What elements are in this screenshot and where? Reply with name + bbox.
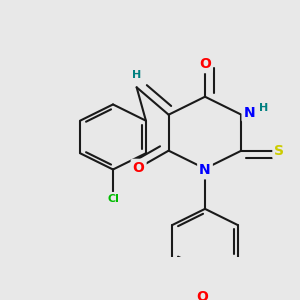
Text: H: H	[132, 70, 141, 80]
Text: N: N	[199, 164, 211, 177]
Text: H: H	[259, 103, 268, 113]
Text: S: S	[274, 144, 284, 158]
Text: N: N	[244, 106, 255, 120]
Text: O: O	[196, 290, 208, 300]
Text: Cl: Cl	[107, 194, 119, 204]
Text: O: O	[133, 161, 145, 175]
Text: O: O	[199, 57, 211, 71]
